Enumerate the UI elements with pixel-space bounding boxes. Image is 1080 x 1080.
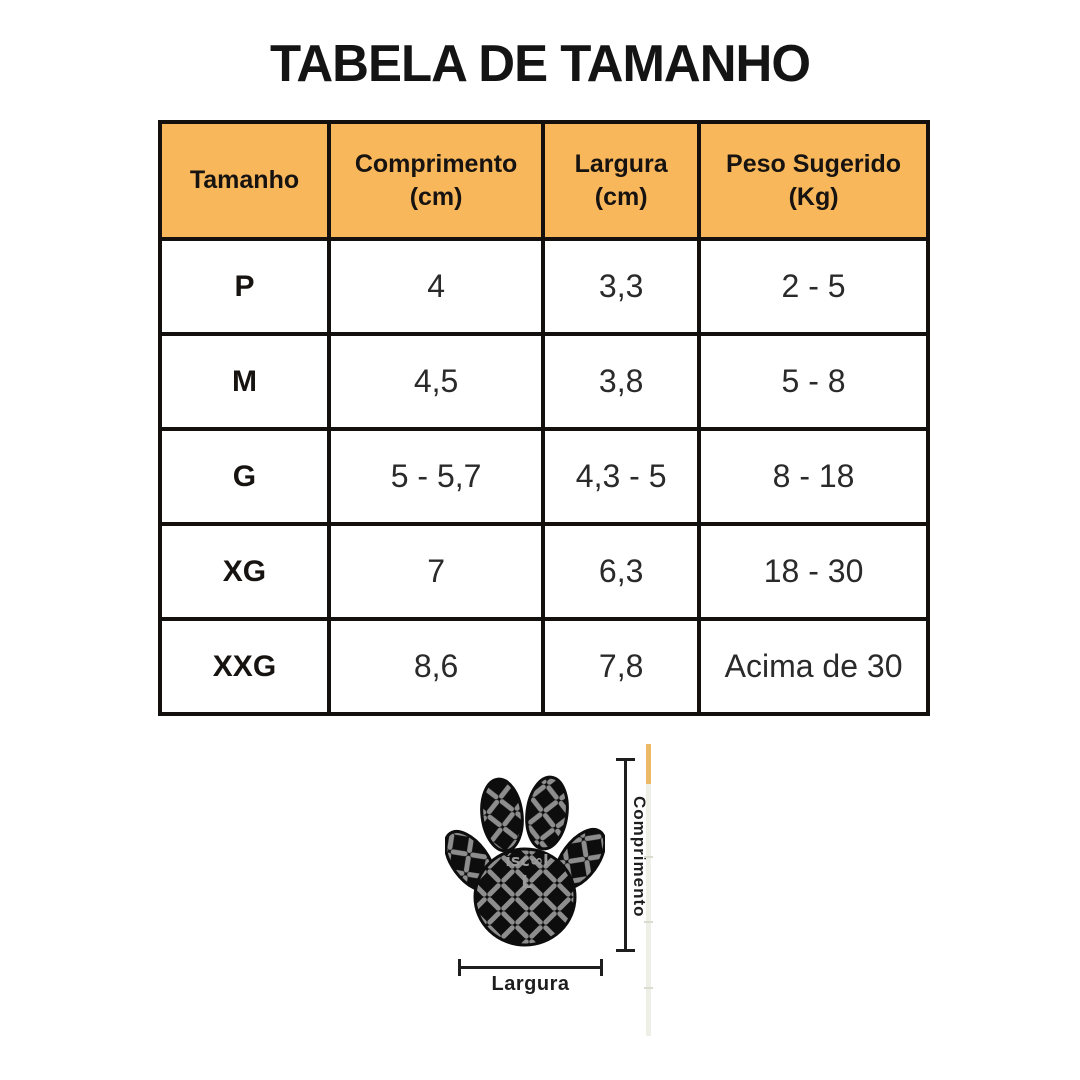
col-header-tamanho: Tamanho <box>158 120 331 241</box>
largura-dimension-cap-left <box>458 959 461 976</box>
cell-comprimento: 7 <box>326 522 546 621</box>
page-title: TABELA DE TAMANHO <box>269 35 811 93</box>
col-header-unit: (cm) <box>594 182 648 211</box>
ruler-stripe <box>646 744 651 1036</box>
paw-size-mark: L <box>521 872 532 893</box>
col-header-label: Largura <box>574 150 668 178</box>
size-row-m: M 4,5 3,8 5 - 8 <box>158 332 930 431</box>
cell-peso: 18 - 30 <box>697 522 930 621</box>
size-row-xxg: XXG 8,6 7,8 Acima de 30 <box>158 617 930 716</box>
col-header-comprimento: Comprimento (cm) <box>326 120 546 241</box>
col-header-label: Peso Sugerido <box>726 150 902 178</box>
cell-peso: Acima de 30 <box>697 617 930 716</box>
ruler-tick <box>644 856 653 858</box>
size-row-g: G 5 - 5,7 4,3 - 5 8 - 18 <box>158 427 930 526</box>
cell-size: XG <box>158 522 331 621</box>
largura-dimension-line <box>459 966 602 969</box>
cell-peso: 2 - 5 <box>697 237 930 336</box>
paw-brand-logo: ísc∞l <box>505 851 548 870</box>
paw-pad-icon: ísc∞l L <box>445 775 605 947</box>
cell-peso: 5 - 8 <box>697 332 930 431</box>
paw-silhouette <box>445 775 605 947</box>
col-header-label: Tamanho <box>189 166 300 195</box>
cell-size: G <box>158 427 331 526</box>
cell-largura: 4,3 - 5 <box>541 427 702 526</box>
comprimento-dimension-line <box>624 760 627 952</box>
comprimento-dimension-cap-top <box>616 758 635 761</box>
largura-dimension-cap-right <box>600 959 603 976</box>
col-header-unit: (Kg) <box>788 182 839 211</box>
cell-size: P <box>158 237 331 336</box>
cell-comprimento: 4 <box>326 237 546 336</box>
ruler-tick <box>644 987 653 989</box>
col-header-largura: Largura (cm) <box>541 120 702 241</box>
cell-comprimento: 4,5 <box>326 332 546 431</box>
size-row-p: P 4 3,3 2 - 5 <box>158 237 930 336</box>
cell-largura: 7,8 <box>541 617 702 716</box>
col-header-label: Comprimento <box>354 150 518 178</box>
col-header-unit: (cm) <box>409 182 463 211</box>
size-row-xg: XG 7 6,3 18 - 30 <box>158 522 930 621</box>
cell-comprimento: 8,6 <box>326 617 546 716</box>
comprimento-dimension-cap-bottom <box>616 949 635 952</box>
cell-largura: 6,3 <box>541 522 702 621</box>
size-table: Tamanho Comprimento (cm) Largura (cm) Pe… <box>158 120 930 716</box>
cell-size: XXG <box>158 617 331 716</box>
comprimento-label: Comprimento <box>630 796 649 918</box>
col-header-peso-sugerido: Peso Sugerido (Kg) <box>697 120 930 241</box>
cell-peso: 8 - 18 <box>697 427 930 526</box>
cell-size: M <box>158 332 331 431</box>
cell-largura: 3,8 <box>541 332 702 431</box>
ruler-tick <box>644 921 653 923</box>
cell-comprimento: 5 - 5,7 <box>326 427 546 526</box>
table-header-row: Tamanho Comprimento (cm) Largura (cm) Pe… <box>158 120 930 241</box>
cell-largura: 3,3 <box>541 237 702 336</box>
largura-label: Largura <box>491 973 570 995</box>
